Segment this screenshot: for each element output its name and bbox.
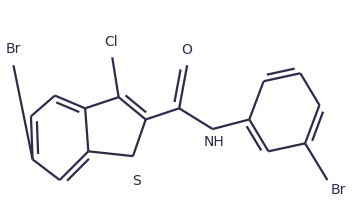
Text: Br: Br <box>6 42 21 56</box>
Text: Cl: Cl <box>104 35 118 49</box>
Text: S: S <box>132 174 140 188</box>
Text: Br: Br <box>331 183 346 197</box>
Text: O: O <box>182 43 193 57</box>
Text: NH: NH <box>204 135 225 149</box>
